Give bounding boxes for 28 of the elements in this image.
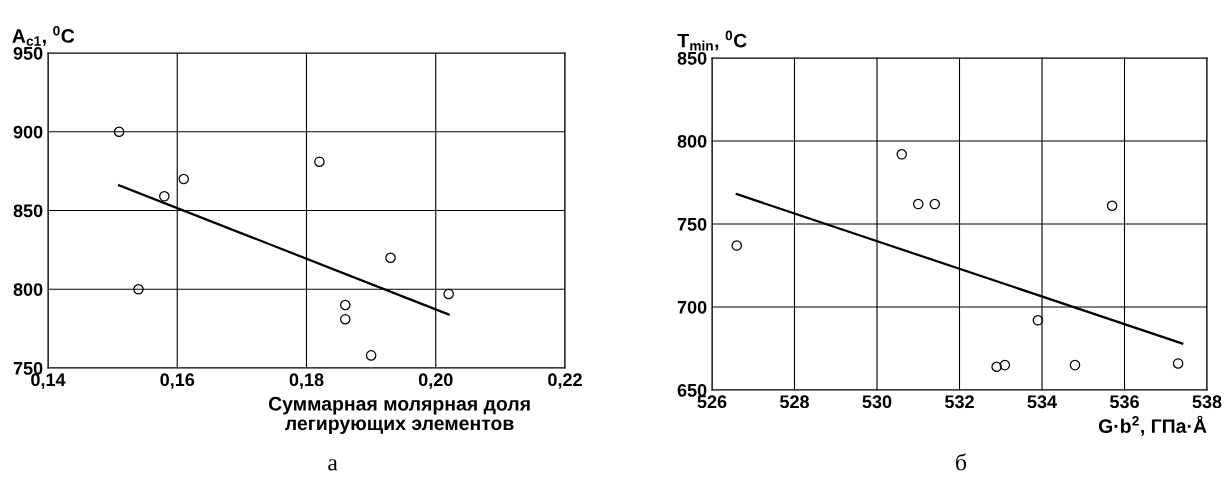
x-tick-label: 528 xyxy=(779,395,810,409)
x-tick-label: 536 xyxy=(1109,395,1139,409)
x-tick-label: 0,14 xyxy=(31,373,66,389)
y-tick-label: 750 xyxy=(13,361,43,375)
x-tick-label: 526 xyxy=(697,395,727,409)
x-tick-label: 0,18 xyxy=(289,373,324,389)
y-tick-label: 700 xyxy=(677,300,707,314)
x-tick-label: 0,16 xyxy=(160,373,195,389)
x-tick-label: 534 xyxy=(1027,395,1057,409)
y-tick-label: 650 xyxy=(677,383,707,397)
y-tick-label: 800 xyxy=(13,283,43,296)
y-axis-title: T$_{min}$, $^{0}$C xyxy=(677,30,747,51)
x-axis-title: Суммарная молярная доля легирующих элементов xyxy=(268,396,530,435)
text: б xyxy=(956,453,967,471)
x-axis-title: G·b$^{2}$, ГПа·Å xyxy=(1098,415,1207,436)
text: а xyxy=(328,459,338,471)
y-tick-label: 900 xyxy=(13,125,43,139)
y-tick-label: 850 xyxy=(677,51,707,65)
y-tick-label: 850 xyxy=(13,204,43,218)
y-axis-title: A$_{c1}$, $^{0}$C xyxy=(12,25,75,46)
x-tick-label: 0,20 xyxy=(418,373,453,389)
x-tick-label: 532 xyxy=(944,395,974,409)
y-tick-label: 950 xyxy=(13,46,43,60)
x-tick-label: 0,22 xyxy=(548,373,582,389)
x-tick-label: 538 xyxy=(1192,395,1222,409)
y-tick-label: 750 xyxy=(677,217,707,231)
y-tick-label: 800 xyxy=(677,134,707,148)
x-tick-label: 530 xyxy=(862,395,892,409)
